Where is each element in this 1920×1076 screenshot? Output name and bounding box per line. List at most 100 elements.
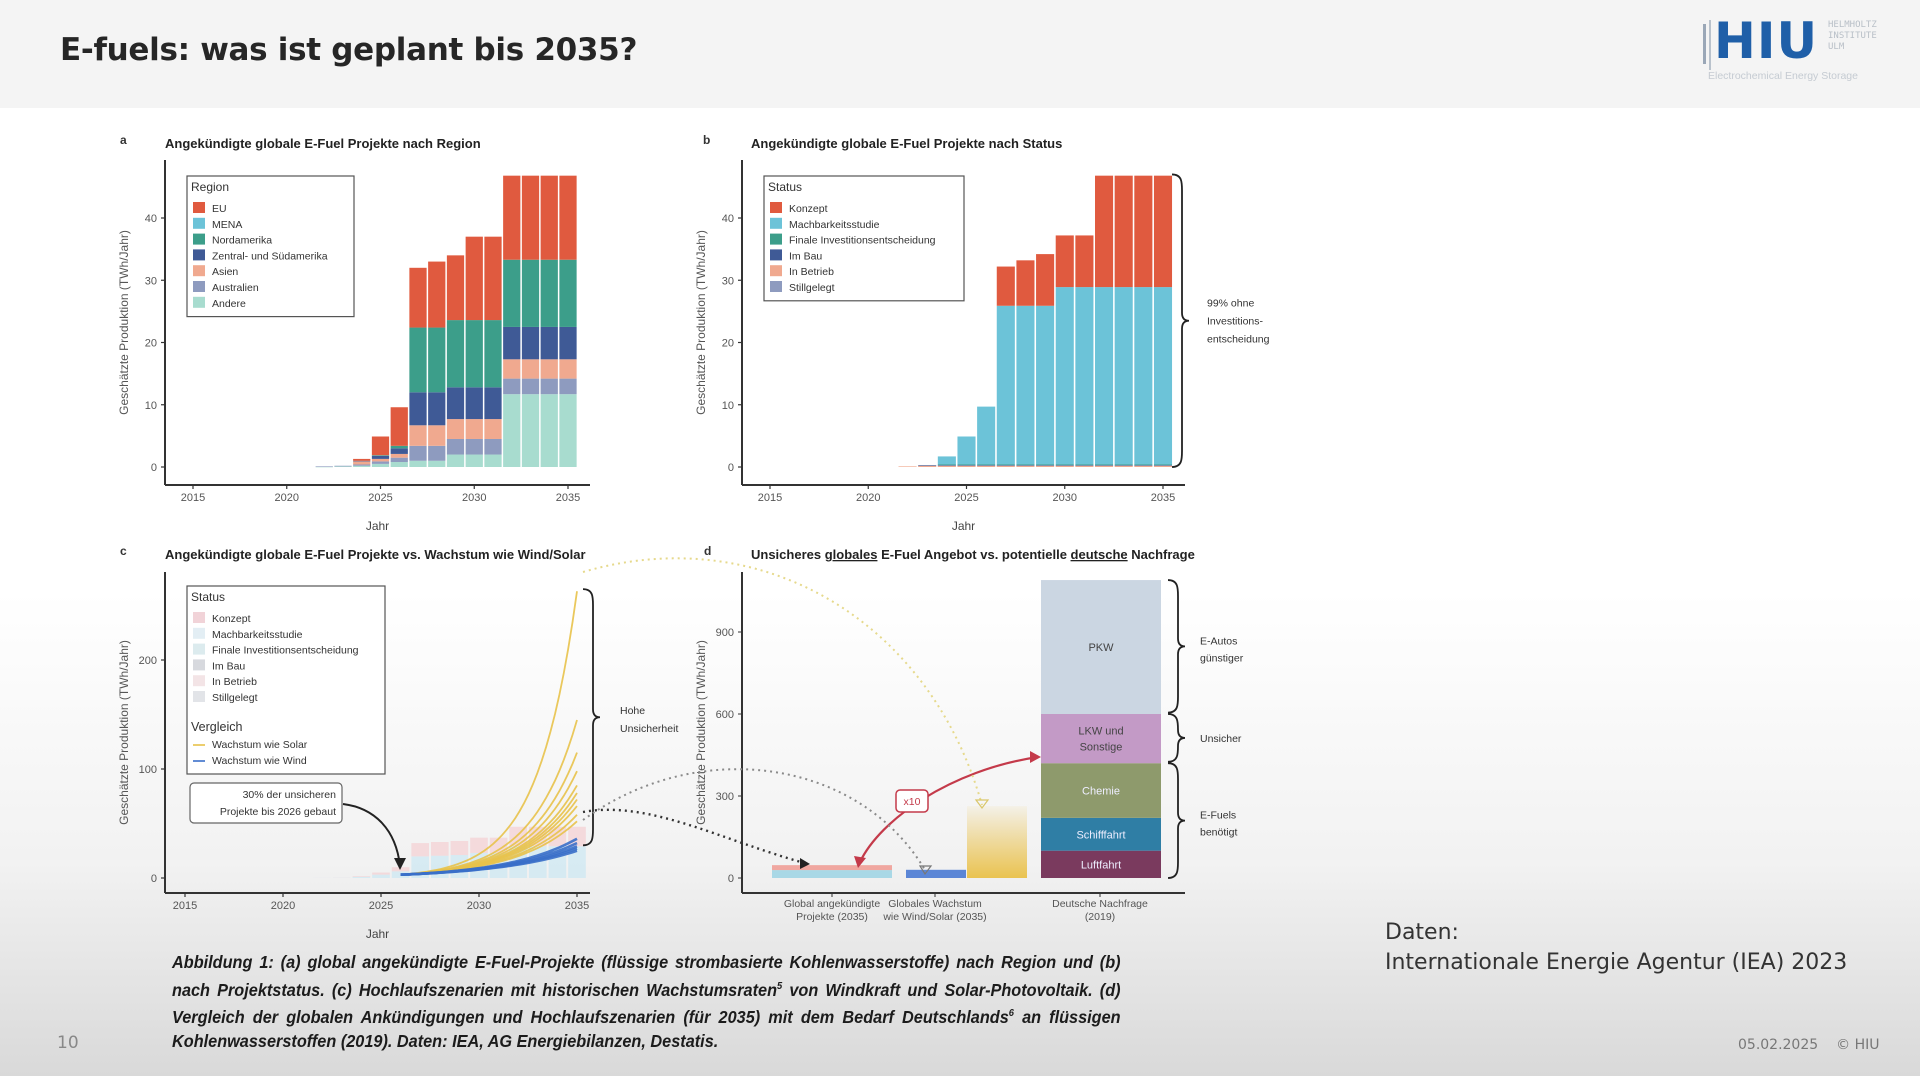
legend-swatch [193,643,205,655]
legend-swatch [770,217,782,229]
bar-segment [996,465,1015,467]
slide-title: E-fuels: was ist geplant bis 2035? [60,32,638,68]
legend-a [186,175,355,318]
x-category-label: Projekte (2035) [796,911,868,923]
bar-segment [1016,465,1035,467]
figure-caption: Abbildung 1: (a) global angekündigte E-F… [172,950,1121,1054]
bar-segment [977,406,996,465]
bar-segment [521,378,540,395]
demand-segment-label: PKW [1088,642,1114,654]
bar-segment [1075,287,1094,465]
x-category-label: wie Wind/Solar (2035) [882,911,986,923]
connector-curves [582,557,990,876]
bar-segment [1016,464,1035,466]
bar-segment [371,436,390,456]
bar-segment [559,259,577,327]
bar-segment [1075,464,1094,466]
panel-title-part: Nachfrage [1128,547,1195,562]
background-bar [372,872,390,875]
y-tick-label: 10 [145,400,157,412]
annotation-text: Unsicherheit [620,723,678,735]
bar-segment [409,267,427,328]
y-tick-label: 40 [722,213,734,225]
panel-title: Angekündigte globale E-Fuel Projekte nac… [751,136,1062,151]
a-y-axis-label: Geschätzte Produktion (TWh/Jahr) [117,230,131,415]
legend-label: Konzept [212,613,251,625]
bar-segment [428,460,446,467]
legend-label: Nordamerika [212,235,272,247]
bar-segment [540,259,558,327]
bar-segment [1075,465,1094,466]
page-number: 10 [57,1033,79,1053]
bar-segment [1114,464,1133,466]
legend-label: Finale Investitionsentscheidung [212,645,359,657]
y-tick-label: 0 [151,873,157,885]
legend-swatch [193,675,205,687]
bar-segment [1055,464,1074,466]
background-bar [568,846,586,878]
bar-segment [1114,175,1133,288]
panel-title: Unsicheres globales E-Fuel Angebot vs. p… [751,547,1195,562]
bar-segment [521,359,540,379]
hiu-logo: HIU HELMHOLTZ INSTITUTE ULM Electrochemi… [1700,12,1900,86]
background-bar [430,842,449,856]
panel-letter: d [704,544,711,558]
bar-segment [503,175,521,260]
legend-swatch [193,281,205,292]
bar-segment [390,453,408,458]
y-tick-label: 100 [139,764,157,776]
legend-label: In Betrieb [789,266,834,278]
global-projects-segment [772,870,892,878]
bar-segment [898,466,917,467]
bar-segment [503,259,521,327]
global-projects-segment [772,865,892,871]
bar-segment [1016,465,1035,466]
bar-segment [1134,465,1153,466]
legend-swatch [770,202,782,213]
bar-segment [1134,465,1153,467]
y-tick-label: 0 [728,873,734,885]
x-tick-label: 2030 [462,492,486,504]
bar-segment [428,327,446,393]
y-tick-label: 30 [145,275,157,287]
bar-segment [315,466,333,468]
bracket-d-unsicher [1167,713,1186,763]
x-tick-label: 2035 [1151,492,1175,504]
legend-label: Machbarkeitsstudie [789,219,880,231]
bar-segment [334,465,352,467]
solar-growth-bar [967,806,1027,878]
legend-label: Wachstum wie Wind [212,755,307,767]
y-tick-label: 30 [722,275,734,287]
x-tick-label: 2015 [181,492,205,504]
annotation-text: E-Fuels [1200,810,1236,822]
bar-segment [484,438,502,455]
bar-segment [371,455,390,456]
y-tick-label: 0 [728,462,734,474]
arrow-head-icon [974,799,990,809]
bar-segment [1016,260,1035,306]
bar-segment [353,464,371,466]
bar-segment [977,465,996,467]
legend-swatch [770,249,782,261]
bar-segment [1114,465,1133,467]
legend-label: Andere [212,298,246,310]
bar-segment [559,326,577,360]
bar-segment [559,175,577,260]
footnote-ref: 6 [1008,1007,1014,1019]
arrow-head-icon [1030,751,1041,763]
bar-segment [353,458,371,461]
bar-segment [484,419,502,439]
y-tick-label: 600 [716,709,734,721]
background-bar [470,837,488,853]
bar-segment [446,255,465,321]
bar-segment [957,464,976,466]
bracket-d-efuels [1167,762,1186,879]
b-y-axis-label: Geschätzte Produktion (TWh/Jahr) [694,230,708,415]
bar-segment [503,394,521,467]
background-bar [411,843,430,857]
panel-title-part: deutsche [1071,547,1128,562]
panel-d: Luftfahrt Schifffahrt Chemie LKW und Sonstig… [694,544,1244,923]
bar-segment [918,465,937,467]
